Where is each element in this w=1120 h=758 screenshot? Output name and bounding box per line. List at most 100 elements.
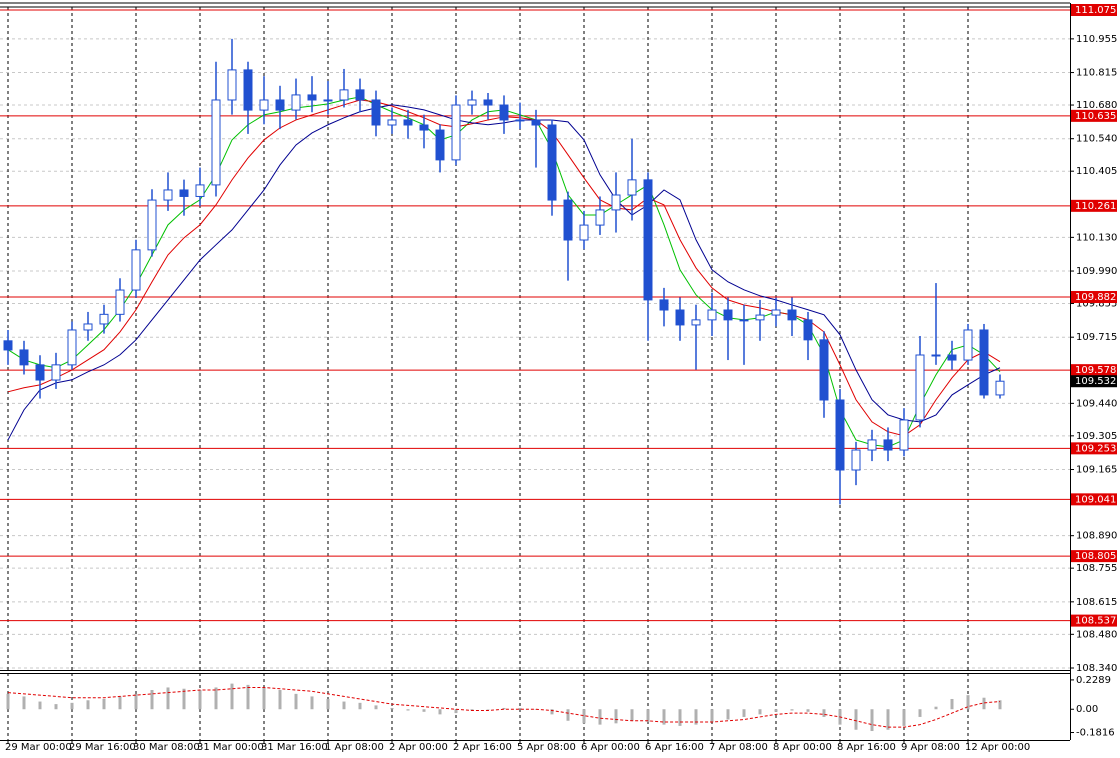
histogram-bar — [294, 693, 298, 710]
candle-body — [835, 399, 845, 471]
candle-body — [179, 189, 189, 197]
candle-body — [659, 299, 669, 311]
histogram-bar — [6, 693, 10, 710]
candle-body — [323, 99, 333, 102]
level-label: 110.635 — [1075, 111, 1116, 122]
histogram-bar — [390, 707, 394, 710]
level-label-box — [1071, 4, 1117, 16]
level-label: 110.261 — [1075, 201, 1116, 212]
candle-body — [995, 380, 1005, 396]
histogram-bar — [358, 702, 362, 710]
candle-body — [259, 99, 269, 111]
candle-body — [35, 364, 45, 381]
candle-body — [787, 309, 797, 321]
histogram-bar — [310, 696, 314, 710]
histogram-bar — [118, 696, 122, 710]
y-tick-label: 108.755 — [1076, 563, 1117, 574]
histogram-bar — [678, 709, 682, 726]
candle-body — [611, 194, 621, 211]
level-label: 109.041 — [1075, 494, 1116, 505]
histogram-bar — [214, 687, 218, 710]
histogram-bar — [598, 709, 602, 725]
candle-body — [419, 124, 429, 131]
candle-body — [275, 99, 285, 111]
x-tick-label: 8 Apr 00:00 — [773, 742, 832, 753]
level-label-box — [1071, 291, 1117, 304]
candle-body — [387, 119, 397, 126]
level-label: 109.578 — [1075, 365, 1116, 376]
level-label-box — [1071, 493, 1117, 506]
histogram-bar — [790, 709, 794, 711]
y-tick-label: 108.890 — [1076, 531, 1117, 542]
x-tick-label: 6 Apr 16:00 — [645, 742, 704, 753]
y-tick-label: 108.615 — [1076, 597, 1117, 608]
candle-body — [851, 449, 861, 471]
candle-body — [627, 179, 637, 196]
candle-body — [643, 179, 653, 301]
level-label-box — [1071, 614, 1117, 627]
candle-body — [291, 94, 301, 111]
x-tick-label: 30 Mar 08:00 — [133, 742, 200, 753]
candle-body — [355, 89, 365, 101]
histogram-bar — [886, 709, 890, 730]
candle-body — [675, 309, 685, 326]
histogram-bar — [662, 709, 666, 725]
histogram-bar — [710, 709, 714, 723]
candle-body — [307, 94, 317, 101]
current-price-label: 109.532 — [1075, 376, 1116, 387]
candle-body — [115, 289, 125, 315]
histogram-bar — [806, 709, 810, 712]
candle-body — [707, 309, 717, 321]
y-tick-label: -0.1816 — [1076, 728, 1115, 739]
y-tick-label: 109.855 — [1076, 299, 1117, 310]
histogram-bar — [454, 709, 458, 714]
candle-body — [947, 354, 957, 361]
candle-body — [499, 104, 509, 121]
histogram-bar — [102, 698, 106, 710]
y-tick-label: 109.715 — [1076, 332, 1117, 343]
level-label-box — [1071, 109, 1117, 122]
histogram-bar — [342, 701, 346, 710]
y-tick-label: 109.990 — [1076, 266, 1117, 277]
candle-body — [595, 209, 605, 226]
histogram-bar — [582, 709, 586, 724]
candle-body — [339, 89, 349, 101]
histogram-bar — [438, 709, 442, 715]
candle-body — [819, 339, 829, 401]
level-label: 108.805 — [1075, 551, 1116, 562]
candle-body — [467, 99, 477, 106]
candle-body — [755, 314, 765, 321]
x-tick-label: 2 Apr 00:00 — [389, 742, 448, 753]
candle-body — [451, 104, 461, 161]
candle-body — [371, 99, 381, 126]
histogram-bar — [550, 709, 554, 715]
candle-body — [99, 313, 109, 325]
candle-body — [483, 99, 493, 106]
candle-body — [915, 354, 925, 421]
histogram-bar — [166, 687, 170, 710]
current-price-box — [1071, 375, 1117, 388]
candle-body — [163, 189, 173, 201]
x-tick-label: 31 Mar 16:00 — [261, 742, 328, 753]
x-tick-label: 9 Apr 08:00 — [901, 742, 960, 753]
x-tick-label: 29 Mar 16:00 — [69, 742, 136, 753]
level-label-box — [1071, 550, 1117, 563]
level-label: 109.882 — [1075, 292, 1116, 303]
histogram-bar — [518, 707, 522, 710]
histogram-bar — [422, 709, 426, 712]
histogram-bar — [758, 709, 762, 715]
x-tick-label: 12 Apr 00:00 — [965, 742, 1030, 753]
histogram-bar — [198, 690, 202, 710]
histogram-bar — [406, 709, 410, 711]
histogram-bar — [694, 709, 698, 725]
y-tick-label: 110.540 — [1076, 134, 1117, 145]
x-tick-label: 6 Apr 00:00 — [581, 742, 640, 753]
level-label: 111.075 — [1075, 5, 1116, 16]
x-tick-label: 1 Apr 08:00 — [325, 742, 384, 753]
y-tick-label: 110.955 — [1076, 34, 1117, 45]
y-tick-label: 109.440 — [1076, 398, 1117, 409]
y-tick-label: 109.305 — [1076, 431, 1117, 442]
signal-line — [7, 686, 1001, 728]
